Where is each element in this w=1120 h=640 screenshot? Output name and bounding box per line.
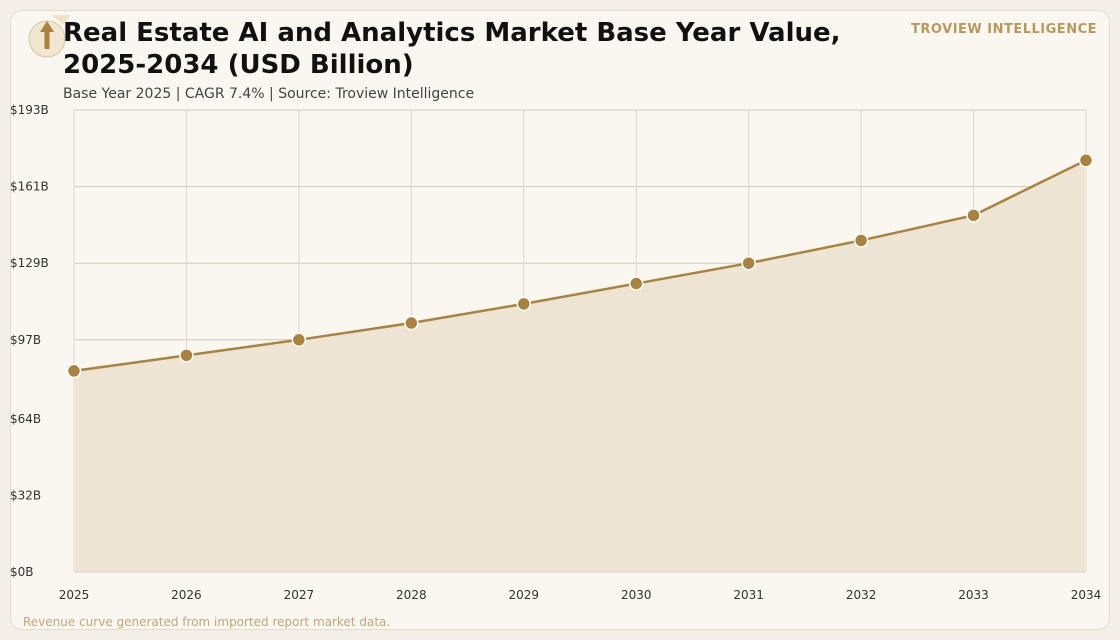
brand-label: TROVIEW INTELLIGENCE xyxy=(911,22,1097,37)
label-layer: $0B $32B $64B $97B $129B $161B $193B 2025 2026 20… xyxy=(10,103,1101,602)
x-tick-label: 2025 xyxy=(59,588,90,602)
area-fill xyxy=(74,160,1086,573)
chart-subtitle: Base Year 2025 | CAGR 7.4% | Source: Tro… xyxy=(63,86,475,102)
data-point xyxy=(741,255,756,271)
marker-layer xyxy=(66,153,1094,379)
data-point xyxy=(404,315,419,331)
chart-title: Real Estate AI and Analytics Market Base… xyxy=(63,17,863,81)
data-point xyxy=(628,276,644,291)
line-layer xyxy=(73,159,1087,373)
x-tick-label: 2026 xyxy=(171,588,202,602)
data-point xyxy=(853,233,869,248)
chart-title-line-1: Real Estate AI and Analytics Market Base… xyxy=(63,18,841,48)
series-line xyxy=(73,159,1087,373)
y-tick-label: $97B xyxy=(10,333,41,347)
y-tick-label: $193B xyxy=(10,103,49,117)
x-tick-label: 2030 xyxy=(621,588,652,602)
x-tick-label: 2032 xyxy=(846,588,877,602)
y-tick-label: $161B xyxy=(10,180,49,194)
x-tick-label: 2034 xyxy=(1071,588,1102,602)
x-tick-label: 2027 xyxy=(284,588,315,602)
data-point xyxy=(516,296,532,312)
y-tick-label: $0B xyxy=(10,565,34,579)
data-point xyxy=(179,348,194,363)
upward-arrow-logo-icon xyxy=(28,15,71,58)
y-tick-label: $32B xyxy=(10,488,41,502)
data-point xyxy=(66,363,82,379)
x-tick-label: 2028 xyxy=(396,588,427,602)
area-layer xyxy=(74,160,1086,573)
x-tick-label: 2029 xyxy=(509,588,540,602)
data-point xyxy=(966,208,981,223)
y-tick-label: $129B xyxy=(10,256,49,270)
y-tick-label: $64B xyxy=(10,412,41,426)
x-tick-label: 2031 xyxy=(733,588,764,602)
data-point xyxy=(1078,153,1094,168)
data-point xyxy=(291,332,307,348)
chart-title-line-2: 2025-2034 (USD Billion) xyxy=(63,50,414,80)
x-tick-label: 2033 xyxy=(958,588,989,602)
footnote: Revenue curve generated from imported re… xyxy=(23,615,391,629)
